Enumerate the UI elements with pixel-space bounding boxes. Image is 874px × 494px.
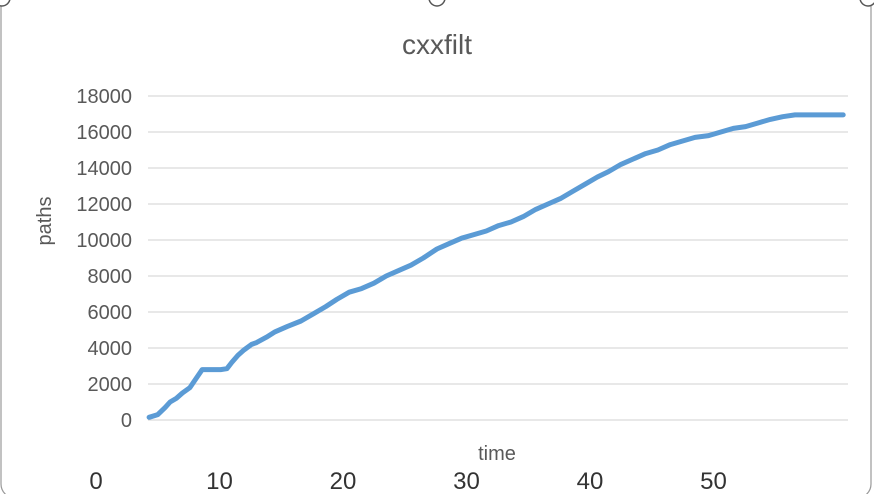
y-tick-label: 18000 [76,86,132,108]
resize-handle[interactable] [428,0,446,7]
y-tick-label: 10000 [76,230,132,252]
y-tick-label: 8000 [88,266,133,288]
x-tick-label: 20 [330,468,357,494]
x-axis-label: time [478,443,516,465]
x-tick-labels: 0 10 20 30 40 50 [89,468,727,494]
y-axis-label: paths [34,197,56,246]
resize-handle[interactable] [0,0,11,7]
frame-handles [0,0,874,7]
chart-title: cxxfilt [402,29,472,60]
series-layer [146,112,846,420]
series-line [146,112,846,420]
y-tick-label: 4000 [88,338,133,360]
resize-handle[interactable] [859,0,874,7]
x-tick-label: 0 [89,468,102,494]
y-tick-label: 12000 [76,194,132,216]
y-tick-label: 16000 [76,122,132,144]
x-tick-label: 50 [700,468,727,494]
x-tick-label: 30 [453,468,480,494]
y-tick-label: 6000 [88,302,133,324]
grid-layer [148,95,848,421]
y-tick-label: 14000 [76,158,132,180]
y-tick-labels: 0 2000 4000 6000 8000 10000 12000 14000 16000 180… [76,86,132,432]
x-tick-label: 40 [577,468,604,494]
y-tick-label: 2000 [88,374,133,396]
x-tick-label: 10 [206,468,233,494]
y-tick-label: 0 [121,410,132,432]
